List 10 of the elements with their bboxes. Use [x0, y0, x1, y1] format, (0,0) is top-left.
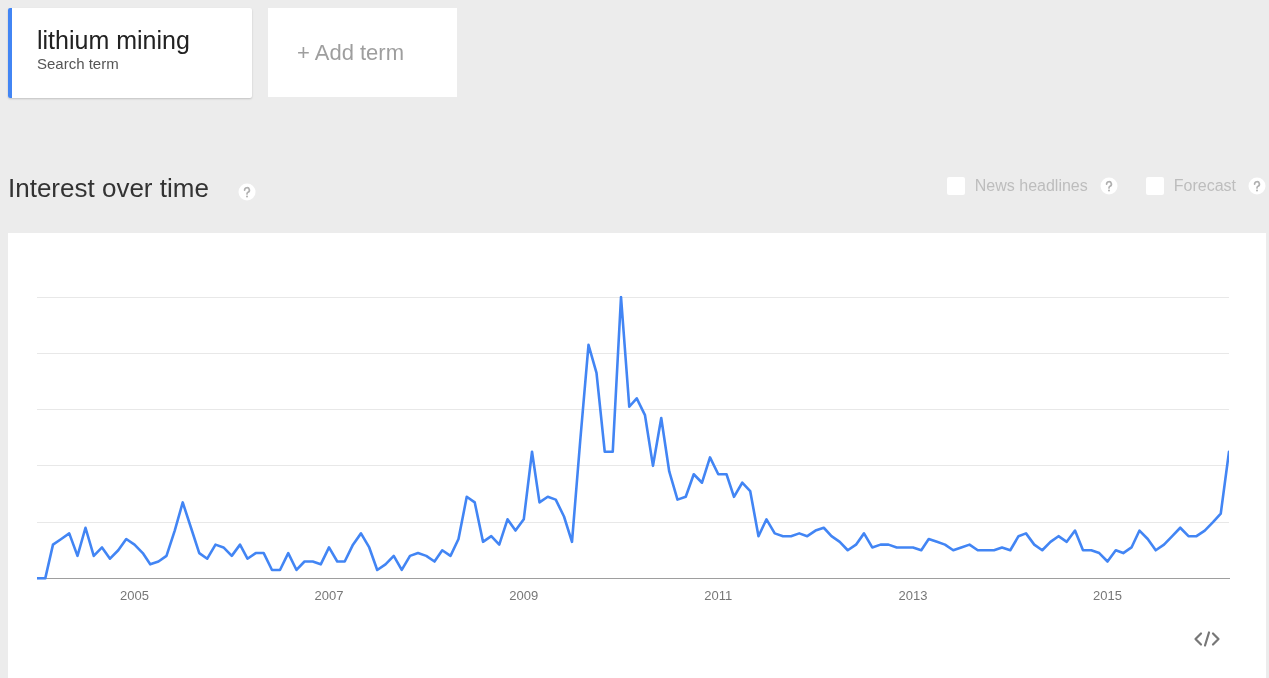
x-tick-label: 2009: [509, 587, 539, 603]
x-tick-label: 2015: [1093, 587, 1122, 603]
legend-title: Search term: [37, 55, 120, 73]
text: lithium mining: [37, 25, 191, 55]
x-tick-label: 2005: [120, 587, 149, 603]
x-tick-label: 2011: [704, 587, 733, 603]
add-button: + Add term: [268, 8, 457, 97]
chart-title: Interest over time: [8, 172, 209, 204]
x-tick-label: 2013: [898, 587, 928, 603]
x-tick-label: 2007: [314, 587, 344, 603]
